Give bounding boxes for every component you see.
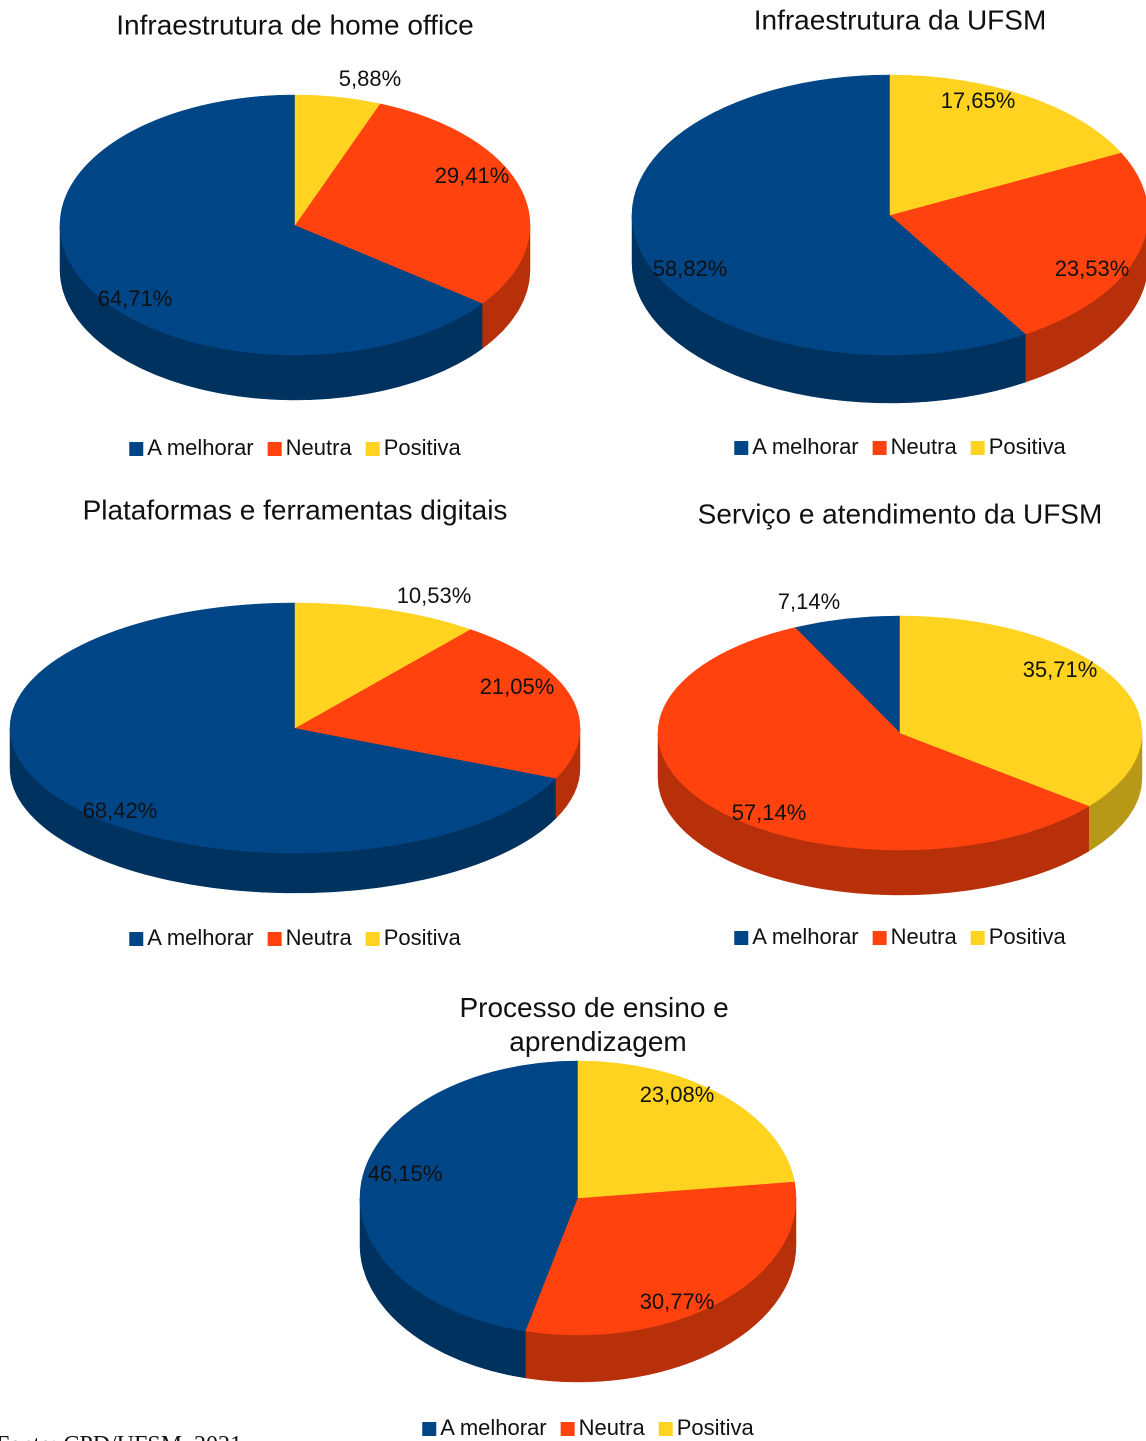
- slice-top: [294, 602, 471, 729]
- slice-top: [525, 1181, 797, 1336]
- legend-label: Neutra: [286, 925, 353, 950]
- slice: [525, 1181, 797, 1336]
- pie-tops: [9, 602, 581, 854]
- slice: [294, 602, 471, 729]
- legend-swatch: [658, 1422, 673, 1436]
- slice-top: [294, 629, 581, 779]
- legend-swatch: [129, 442, 144, 456]
- legend-swatch: [365, 932, 380, 946]
- chart-title: Plataformas e ferramentas digitais: [83, 494, 508, 525]
- legend-label: Positiva: [677, 1415, 755, 1440]
- data-label: 29,41%: [435, 163, 510, 188]
- legend-swatch: [422, 1422, 437, 1436]
- data-label: 68,42%: [83, 798, 158, 823]
- slice-top: [631, 74, 1027, 356]
- pie-chart: Plataformas e ferramentas digitais 68,42%…: [9, 494, 581, 950]
- pie-chart: Infraestrutura da UFSM 58,82% 23,53% 17,65%…: [631, 4, 1146, 459]
- legend-label: Positiva: [989, 434, 1067, 459]
- legend-swatch: [734, 931, 749, 945]
- legend-swatch: [267, 442, 282, 456]
- pie-chart: Serviço e atendimento da UFSM 7,14% 57,14%…: [657, 498, 1143, 949]
- slice: [9, 602, 557, 854]
- chart-title: Infraestrutura da UFSM: [754, 4, 1047, 35]
- legend-swatch: [970, 441, 985, 455]
- legend-label: Neutra: [286, 435, 353, 460]
- pie-chart: Infraestrutura de home office 64,71% 29,41…: [59, 9, 531, 460]
- slice-top: [899, 615, 1143, 807]
- pie-tops: [631, 74, 1146, 356]
- legend-label: Positiva: [384, 435, 462, 460]
- data-label: 46,15%: [368, 1161, 443, 1186]
- slice: [359, 1060, 579, 1332]
- legend: A melhorar Neutra Positiva: [129, 435, 461, 460]
- slice-top: [657, 627, 1090, 851]
- slice: [889, 152, 1146, 335]
- legend-label: Neutra: [891, 434, 958, 459]
- data-label: 7,14%: [778, 589, 840, 614]
- slice: [899, 615, 1143, 807]
- pie-tops: [59, 94, 531, 356]
- data-label: 10,53%: [397, 583, 472, 608]
- legend-swatch: [365, 442, 380, 456]
- legend-label: Positiva: [384, 925, 462, 950]
- chart-title: Infraestrutura de home office: [116, 9, 473, 40]
- slice: [889, 74, 1122, 216]
- slice-top: [577, 1060, 795, 1199]
- data-label: 23,08%: [640, 1082, 715, 1107]
- legend-label: A melhorar: [752, 924, 858, 949]
- pie-tops: [657, 615, 1143, 851]
- legend-label: A melhorar: [147, 925, 253, 950]
- data-label: 5,88%: [339, 66, 401, 91]
- legend: A melhorar Neutra Positiva: [422, 1415, 754, 1440]
- slice-top: [359, 1060, 579, 1332]
- data-label: 57,14%: [732, 800, 807, 825]
- slice: [294, 94, 381, 226]
- legend-swatch: [129, 932, 144, 946]
- slice-top: [794, 615, 901, 734]
- legend-label: Neutra: [579, 1415, 646, 1440]
- slice: [294, 103, 531, 304]
- data-label: 64,71%: [98, 286, 173, 311]
- slice: [59, 94, 484, 356]
- legend-swatch: [734, 441, 749, 455]
- chart-title: Processo de ensino e aprendizagem: [459, 992, 736, 1057]
- legend-label: A melhorar: [752, 434, 858, 459]
- data-label: 21,05%: [480, 674, 555, 699]
- pie-chart: Processo de ensino e aprendizagem 46,15% 3…: [359, 992, 797, 1440]
- legend-label: Neutra: [891, 924, 958, 949]
- legend-swatch: [872, 441, 887, 455]
- slice-top: [294, 103, 531, 304]
- data-label: 30,77%: [640, 1289, 715, 1314]
- legend-label: Positiva: [989, 924, 1067, 949]
- legend: A melhorar Neutra Positiva: [734, 434, 1066, 459]
- slice: [657, 627, 1090, 851]
- slice: [577, 1060, 795, 1199]
- slice-top: [59, 94, 484, 356]
- source-note: Fonte: CPD/UFSM, 2021: [0, 1432, 242, 1441]
- data-label: 17,65%: [941, 88, 1016, 113]
- data-label: 35,71%: [1023, 657, 1098, 682]
- data-label: 23,53%: [1055, 256, 1130, 281]
- legend: A melhorar Neutra Positiva: [734, 924, 1066, 949]
- legend-swatch: [970, 931, 985, 945]
- slice: [631, 74, 1027, 356]
- legend: A melhorar Neutra Positiva: [129, 925, 461, 950]
- slice: [794, 615, 901, 734]
- legend-label: A melhorar: [147, 435, 253, 460]
- slice-top: [889, 152, 1146, 335]
- slice-top: [294, 94, 381, 226]
- chart-title: Serviço e atendimento da UFSM: [698, 498, 1103, 529]
- legend-label: A melhorar: [440, 1415, 546, 1440]
- slice-top: [889, 74, 1122, 216]
- legend-swatch: [560, 1422, 575, 1436]
- legend-swatch: [872, 931, 887, 945]
- pie-tops: [359, 1060, 797, 1336]
- legend-swatch: [267, 932, 282, 946]
- data-label: 58,82%: [653, 256, 728, 281]
- slice-top: [9, 602, 557, 854]
- slice: [294, 629, 581, 779]
